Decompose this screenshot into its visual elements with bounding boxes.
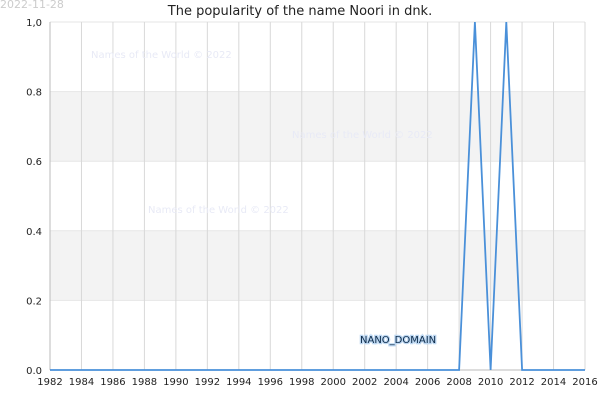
x-tick-label: 2014 [541,377,566,388]
watermark-1: Names of the World © 2022 [91,50,232,61]
x-tick-label: 2016 [572,377,597,388]
y-tick-label: 0.8 [26,88,42,99]
x-tick-label: 1988 [132,377,157,388]
x-tick-label: 2012 [509,377,534,388]
date-stamp: 2022-11-28 [0,0,64,11]
watermark-3: Names of the World © 2022 [148,205,289,216]
nano-domain-label: NANO_DOMAIN [360,335,436,346]
x-tick-label: 2004 [383,377,408,388]
x-tick-label: 1990 [163,377,188,388]
grid-band [50,230,585,301]
x-tick-label: 1984 [69,377,94,388]
x-tick-label: 2002 [352,377,377,388]
chart-title: The popularity of the name Noori in dnk. [167,4,432,19]
series-group [50,21,585,371]
x-tick-label: 1998 [289,377,314,388]
y-tick-label: 0.2 [26,296,42,307]
watermark-2: Names of the World © 2022 [292,130,433,141]
y-tick-label: 0.6 [26,157,42,168]
y-tick-label: 0.0 [26,366,42,377]
x-tick-label: 1994 [226,377,251,388]
x-tick-label: 2006 [415,377,440,388]
y-tick-label: 0.4 [26,227,42,238]
series-line [50,21,585,371]
x-tick-label: 2010 [478,377,503,388]
x-tick-label: 1986 [100,377,125,388]
y-tick-label: 1,0 [26,18,42,29]
y-tick-labels: 0.0 0.2 0.4 0.6 0.8 1,0 [26,18,42,377]
grid-band [50,91,585,162]
x-tick-label: 2008 [446,377,471,388]
x-tick-label: 2000 [321,377,346,388]
x-tick-label: 1996 [258,377,283,388]
x-tick-labels: 1982 1984 1986 1988 1990 1992 1994 1996 1998 2000… [37,377,597,388]
x-tick-label: 1992 [195,377,220,388]
x-tick-label: 1982 [37,377,62,388]
